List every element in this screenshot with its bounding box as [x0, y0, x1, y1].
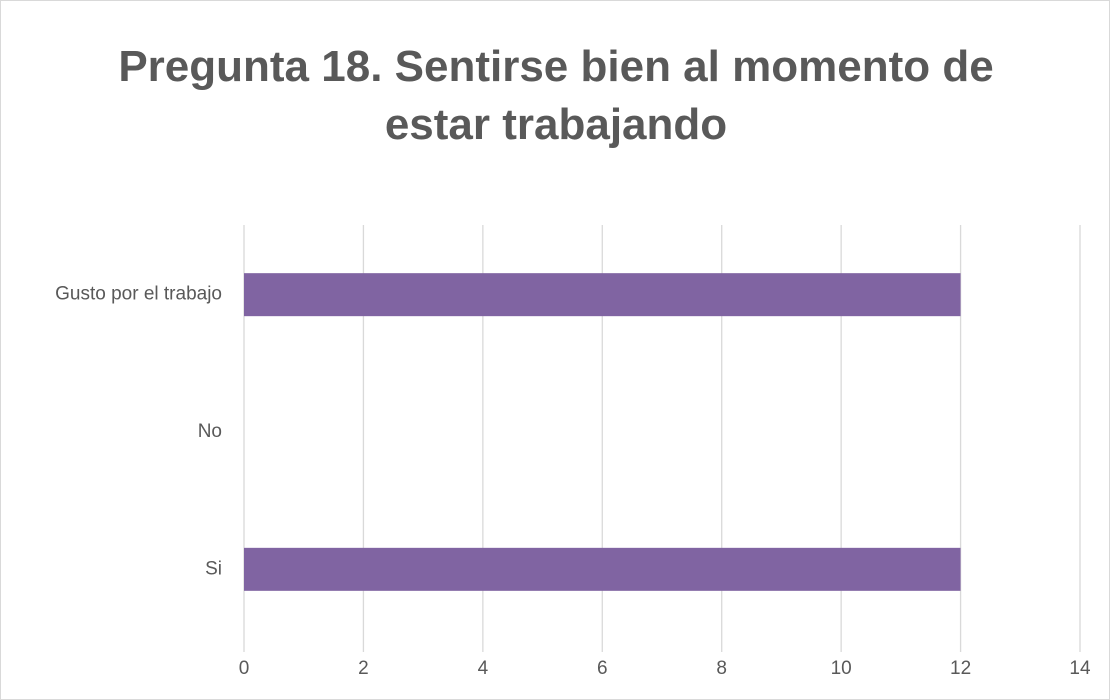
x-tick-label: 12 — [950, 658, 971, 679]
chart-title: Pregunta 18. Sentirse bien al momento de… — [118, 42, 994, 149]
x-tick-label: 2 — [358, 658, 369, 679]
bar — [244, 547, 961, 591]
y-tick-label: No — [198, 421, 222, 442]
bar — [244, 273, 961, 317]
x-tick-label: 8 — [716, 658, 727, 679]
x-tick-label: 0 — [239, 658, 250, 679]
x-tick-label: 14 — [1069, 658, 1091, 679]
y-tick-label: Si — [205, 558, 222, 579]
x-tick-label: 10 — [831, 658, 852, 679]
y-tick-label: Gusto por el trabajo — [55, 284, 222, 305]
x-tick-label: 6 — [597, 658, 608, 679]
x-tick-label: 4 — [478, 658, 489, 679]
